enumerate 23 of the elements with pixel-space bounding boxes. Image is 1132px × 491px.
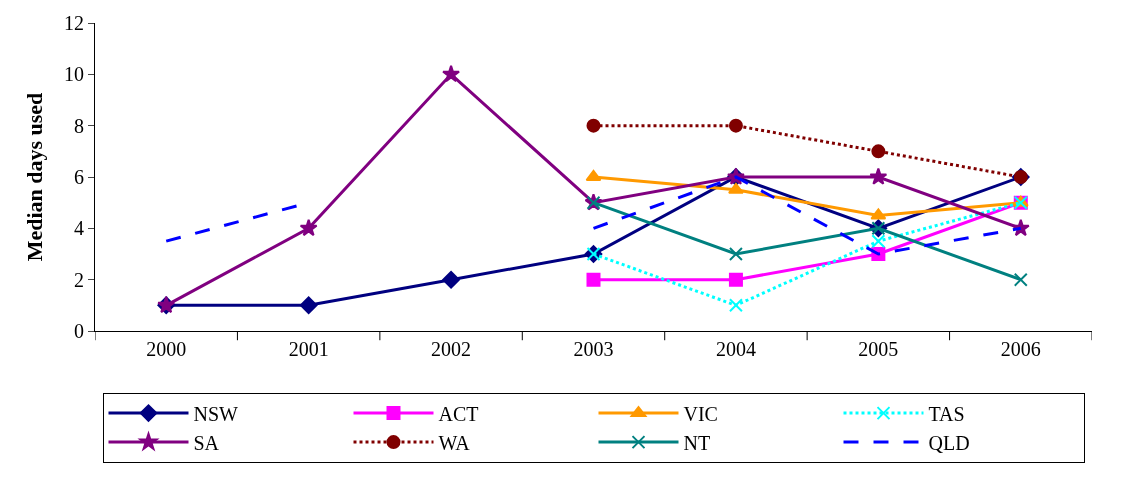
x-tick-label: 2005 [858, 338, 899, 360]
y-tick-label: 12 [64, 12, 84, 34]
y-tick-label: 4 [74, 217, 84, 240]
legend-label: SA [193, 431, 220, 454]
legend-label: ACT [438, 402, 479, 425]
y-tick-label: 10 [64, 63, 84, 86]
x-tick-label: 2004 [715, 338, 756, 360]
x-tick-label: 2001 [288, 338, 329, 360]
legend-label: WA [438, 431, 471, 454]
legend-label: QLD [928, 431, 970, 454]
legend-label: NT [683, 431, 711, 454]
legend-label: TAS [928, 402, 965, 425]
x-tick-label: 2003 [573, 338, 614, 360]
x-tick-label: 2006 [1000, 338, 1041, 360]
y-tick-label: 0 [74, 320, 84, 342]
y-tick-label: 8 [74, 114, 84, 137]
y-axis-title: Median days used [21, 92, 47, 262]
x-tick-label: 2000 [146, 338, 187, 360]
x-tick-label: 2002 [431, 338, 472, 360]
legend-label: NSW [193, 402, 239, 425]
y-tick-label: 2 [74, 268, 84, 291]
legend-label: VIC [683, 402, 718, 425]
y-tick-label: 6 [74, 166, 84, 188]
